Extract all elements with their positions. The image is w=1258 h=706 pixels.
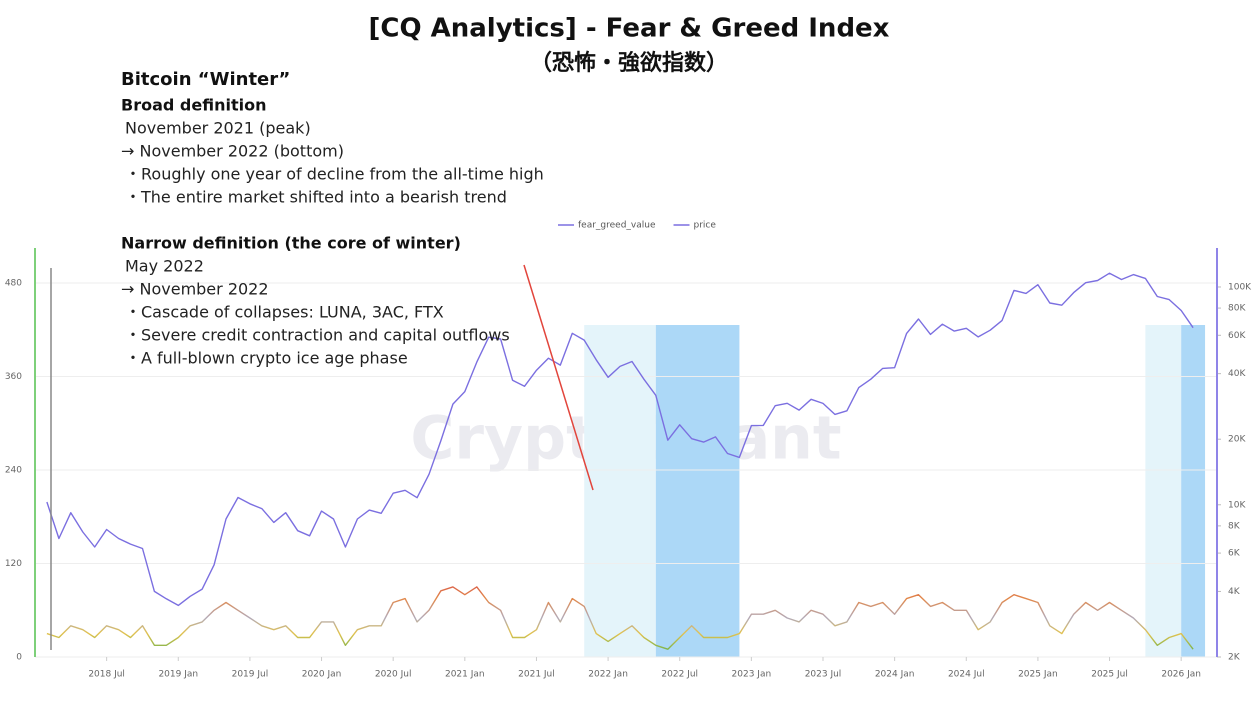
- chart-subtitle: （恐怖・強欲指数）: [530, 50, 728, 76]
- legend-label: fear_greed_value: [578, 221, 656, 231]
- note-line: ・A full-blown crypto ice age phase: [125, 349, 408, 368]
- highlight-band: [584, 325, 656, 657]
- x-tick-label: 2019 Jul: [232, 670, 269, 680]
- x-tick-label: 2024 Jul: [948, 670, 985, 680]
- note-heading: Narrow definition (the core of winter): [121, 234, 461, 253]
- chart-title: [CQ Analytics] - Fear & Greed Index: [369, 14, 890, 44]
- note-line: ・Roughly one year of decline from the al…: [125, 165, 544, 184]
- y2-tick-label: 4K: [1228, 587, 1241, 597]
- y2-tick-label: 20K: [1228, 435, 1246, 445]
- y-tick-label: 480: [5, 279, 22, 289]
- fear-greed-line: [46, 586, 1194, 650]
- legend-label: price: [694, 221, 717, 231]
- note-line: May 2022: [125, 257, 204, 276]
- highlight-band: [655, 325, 740, 657]
- x-tick-label: 2018 Jul: [88, 670, 125, 680]
- x-tick-label: 2021 Jan: [445, 670, 485, 680]
- x-tick-label: 2020 Jan: [302, 670, 342, 680]
- note-line: → November 2022 (bottom): [121, 142, 344, 161]
- note-title: Bitcoin “Winter”: [121, 69, 290, 90]
- x-tick-label: 2025 Jan: [1018, 670, 1058, 680]
- note-line: ・Cascade of collapses: LUNA, 3AC, FTX: [125, 303, 444, 322]
- y-tick-label: 120: [5, 559, 22, 569]
- x-tick-label: 2026 Jan: [1161, 670, 1201, 680]
- y2-tick-label: 40K: [1228, 369, 1246, 379]
- x-tick-label: 2021 Jul: [518, 670, 555, 680]
- highlight-band: [1145, 325, 1182, 657]
- y2-tick-label: 10K: [1228, 500, 1246, 510]
- note-line: ・Severe credit contraction and capital o…: [125, 326, 510, 345]
- y2-tick-label: 2K: [1228, 653, 1241, 663]
- y2-tick-label: 100K: [1228, 282, 1252, 292]
- x-tick-label: 2023 Jul: [805, 670, 842, 680]
- note-line: November 2021 (peak): [125, 119, 311, 138]
- y2-tick-label: 60K: [1228, 331, 1246, 341]
- x-tick-label: 2025 Jul: [1091, 670, 1128, 680]
- x-tick-label: 2019 Jan: [158, 670, 198, 680]
- y2-tick-label: 8K: [1228, 521, 1241, 531]
- annotation-text: Bitcoin “Winter” Broad definition November…: [121, 69, 544, 368]
- annotation-arrow: [523, 264, 594, 491]
- x-tick-label: 2023 Jan: [732, 670, 772, 680]
- y-tick-label: 360: [5, 372, 22, 382]
- x-tick-label: 2022 Jul: [661, 670, 698, 680]
- y-tick-label: 240: [5, 466, 22, 476]
- y2-tick-label: 6K: [1228, 549, 1241, 559]
- note-heading: Broad definition: [121, 96, 266, 115]
- note-line: ・The entire market shifted into a bearis…: [125, 188, 507, 207]
- y-tick-label: 0: [16, 653, 22, 663]
- x-tick-label: 2022 Jan: [588, 670, 628, 680]
- x-tick-label: 2024 Jan: [875, 670, 915, 680]
- y2-tick-label: 80K: [1228, 304, 1246, 314]
- x-tick-label: 2020 Jul: [375, 670, 412, 680]
- price-line: [46, 272, 1194, 607]
- highlight-band: [1181, 325, 1206, 657]
- note-line: → November 2022: [121, 280, 269, 299]
- plot-layer: [46, 272, 1194, 650]
